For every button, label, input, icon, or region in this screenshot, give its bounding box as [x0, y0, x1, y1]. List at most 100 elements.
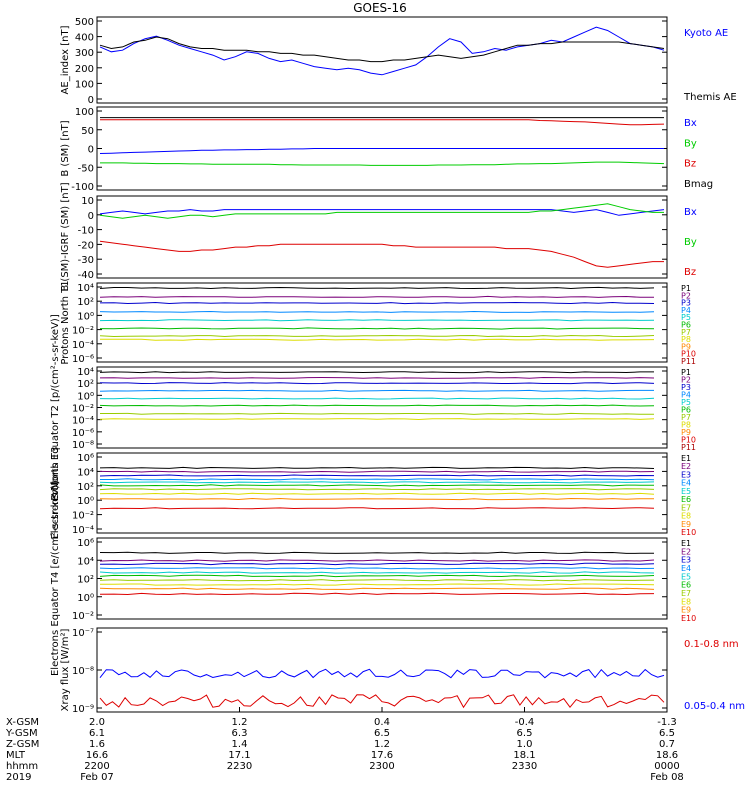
- panel-2: B (SM) [nT] 100 50 0 -50 -100 Bx By Bz Bmag: [60, 106, 713, 193]
- panel-3: B (SM)-IGRF (SM) [nT] 10 0 -10 -20 -30 -40 Bx By…: [60, 182, 697, 291]
- y-tick-label: 10⁻⁶: [72, 428, 94, 439]
- chart-title: GOES-16: [353, 1, 407, 15]
- legend-item: Kyoto AE: [684, 28, 728, 39]
- panel-frame: [96, 366, 668, 449]
- series-line-p3: [99, 301, 655, 305]
- y-tick-label: 10²: [77, 482, 94, 493]
- y-tick-label: 10⁻²: [72, 404, 94, 415]
- x-tick-label: 2200: [84, 761, 109, 772]
- series-line-e5: [99, 481, 655, 484]
- x-tick-label: 1.6: [89, 739, 105, 750]
- y-tick-label: 10⁻⁹: [72, 704, 94, 715]
- legend-item: P7: [681, 328, 691, 337]
- panel-frame: [96, 282, 668, 363]
- series-line-p1: [99, 371, 654, 374]
- y-tick-label: 10²: [77, 379, 94, 390]
- y-axis-label: Xray flux [W/m²]: [60, 629, 71, 712]
- x-tick-label: 6.5: [659, 728, 675, 739]
- legend-item: E8: [681, 597, 691, 606]
- legend-item: Bmag: [684, 179, 713, 190]
- footer-row-label: MLT: [6, 750, 26, 761]
- panel-6: Electrons North T3 10⁶ 10⁴ 10² 10⁰ 10⁻² 10⁻⁴ E1…: [50, 446, 696, 539]
- y-tick-label: 10⁻²: [72, 326, 94, 337]
- series-line-themis-ae: [99, 36, 665, 63]
- footer-row-label: Z-GSM: [6, 739, 39, 750]
- series-line-e8: [99, 583, 655, 586]
- y-tick-label: 10⁴: [77, 283, 94, 294]
- legend-item: E10: [681, 614, 696, 623]
- legend-item: E5: [681, 572, 691, 581]
- legend-item: By: [684, 138, 697, 149]
- legend-item: E9: [681, 520, 691, 529]
- x-tick-label: -1.3: [657, 717, 677, 728]
- legend-item: E5: [681, 487, 691, 496]
- series-line-e10: [99, 592, 655, 596]
- series-line-by: [99, 203, 664, 219]
- legend-item: E10: [681, 528, 696, 537]
- series-line-e6: [99, 574, 655, 578]
- series-line-p7: [99, 334, 655, 338]
- series-line-e3: [99, 562, 655, 566]
- y-tick-label: 10⁴: [77, 367, 94, 378]
- y-tick-label: 10⁰: [77, 496, 94, 507]
- legend-item: Bx: [684, 118, 697, 129]
- series-line-p3: [99, 382, 655, 385]
- x-tick-label: 1.2: [232, 717, 248, 728]
- x-tick-label: -0.4: [515, 717, 535, 728]
- legend-item: P1: [681, 368, 691, 377]
- series-line-bx: [99, 209, 665, 216]
- series-line-p1: [99, 286, 655, 290]
- y-axis-label: Protons North T1: [60, 280, 71, 364]
- series-line-e2: [99, 559, 655, 562]
- y-tick-label: 10⁴: [77, 467, 94, 478]
- x-tick-label: 1.4: [232, 739, 248, 750]
- series-line-e2: [99, 470, 655, 473]
- legend-item: P6: [681, 321, 691, 330]
- panel-frame: [96, 16, 668, 104]
- series-line-e3: [99, 474, 655, 477]
- series-line-e1: [99, 551, 655, 554]
- legend-item: E1: [681, 539, 691, 548]
- y-tick-label: 10⁻⁴: [72, 525, 94, 536]
- x-tick-label: Feb 08: [650, 772, 684, 783]
- x-tick-label: 16.6: [86, 750, 108, 761]
- legend-item: Bx: [684, 207, 697, 218]
- panel-7: Electrons Equator T4 [e/(cm²-s-sr-keV)] 1…: [50, 481, 696, 676]
- series-line-p5: [99, 397, 655, 400]
- legend-item: P7: [681, 413, 691, 422]
- legend-item: E6: [681, 495, 691, 504]
- y-tick-label: 200: [75, 64, 94, 75]
- x-tick-label: 2300: [369, 761, 394, 772]
- x-tick-label: 6.1: [89, 728, 105, 739]
- series-line-p2: [99, 376, 655, 379]
- x-tick-label: 0000: [654, 761, 679, 772]
- legend-item: P1: [681, 284, 691, 293]
- series-line-kyoto-ae: [99, 26, 665, 76]
- panel-frame: [96, 452, 668, 534]
- legend-item: P5: [681, 398, 691, 407]
- series-line-p4: [99, 310, 655, 313]
- legend-item: P11: [681, 443, 696, 452]
- panel-8: Xray flux [W/m²] 10⁻⁷ 10⁻⁸ 10⁻⁹ 0.1-0.8 nm 0.…: [60, 627, 745, 715]
- legend-item: P4: [681, 306, 691, 315]
- x-tick-label: 2330: [512, 761, 537, 772]
- y-tick-label: -20: [78, 240, 94, 251]
- legend-item: P2: [681, 291, 691, 300]
- y-tick-label: 100: [75, 107, 94, 118]
- y-tick-label: 10⁴: [77, 556, 94, 567]
- legend-item: E9: [681, 606, 691, 615]
- legend-item: E6: [681, 581, 691, 590]
- legend-item: Bz: [684, 159, 696, 170]
- panel-4: Protons North T1 10⁴10²10⁰10⁻²10⁻⁴10⁻⁶P1P…: [60, 280, 696, 366]
- legend-item: E4: [681, 479, 691, 488]
- y-tick-label: 10⁻⁸: [72, 666, 94, 677]
- footer-row-label: Y-GSM: [5, 728, 38, 739]
- y-tick-label: 10⁻⁶: [72, 354, 94, 365]
- series-line-e9: [99, 497, 654, 501]
- legend-item: E4: [681, 564, 691, 573]
- y-tick-label: -100: [71, 182, 94, 193]
- legend-item: P8: [681, 421, 691, 430]
- legend-item: P10: [681, 350, 696, 359]
- panel-1: AE_index [nT] 500 400 300 200 100 0 Kyoto AE The…: [60, 16, 737, 106]
- legend-item: P8: [681, 335, 691, 344]
